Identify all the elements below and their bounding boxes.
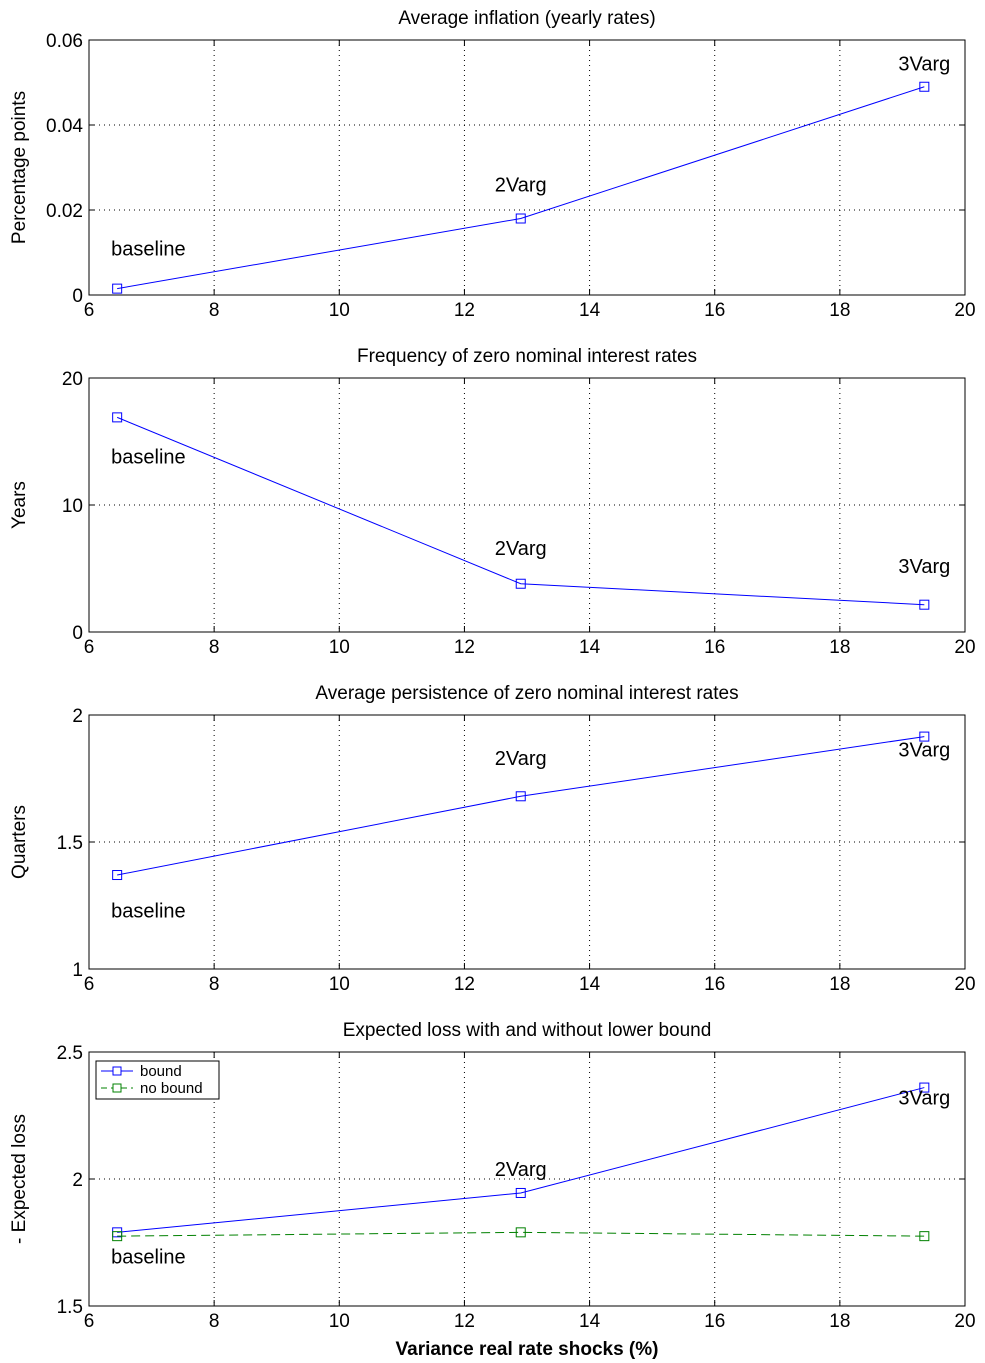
y-tick-label: 0: [72, 286, 83, 307]
x-tick-label: 12: [454, 300, 475, 321]
x-tick-label: 16: [704, 637, 725, 658]
axes-frame: [88, 377, 966, 633]
x-tick-label: 20: [954, 637, 975, 658]
y-tick-label: 2: [72, 706, 83, 727]
data-point-marker: [112, 283, 123, 294]
x-axis-label: Variance real rate shocks (%): [396, 1339, 659, 1360]
x-tick-label: 16: [704, 300, 725, 321]
legend-swatch-marker: [112, 1083, 122, 1093]
x-tick-label: 10: [329, 637, 350, 658]
subplot-4: 6 8 10 12 14 16 18 20 1.5 2 2.5 Expected loss with …: [9, 1020, 976, 1360]
y-tick-label: 1.5: [57, 833, 83, 854]
data-point-marker: [515, 578, 526, 589]
y-tick-label: 1.5: [57, 1297, 83, 1318]
subplot-3: 6 8 10 12 14 16 18 20 1 1.5 2 Average persistence o…: [9, 683, 976, 995]
series-line: [117, 736, 925, 876]
point-annotation: baseline: [111, 1246, 186, 1268]
point-annotation: 3Varg: [898, 53, 950, 75]
y-tick-label: 2.5: [57, 1043, 83, 1064]
series-line-bound: [117, 1087, 925, 1233]
x-tick-label: 8: [209, 1311, 220, 1332]
x-tick-label: 12: [454, 637, 475, 658]
x-tick-label: 12: [454, 974, 475, 995]
y-axis-label: Quarters: [9, 805, 30, 879]
series-line-no-bound: [117, 1231, 925, 1237]
x-tick-label: 14: [579, 1311, 601, 1332]
chart-title: Average persistence of zero nominal inte…: [315, 683, 738, 704]
point-annotation: 2Varg: [495, 748, 547, 770]
x-tick-label: 20: [954, 974, 975, 995]
series-line: [116, 416, 925, 606]
x-tick-label: 8: [209, 300, 220, 321]
point-annotation: baseline: [111, 447, 186, 469]
x-tick-label: 16: [704, 974, 725, 995]
x-tick-label: 10: [329, 300, 350, 321]
x-tick-label: 6: [84, 300, 95, 321]
y-tick-label: 0.06: [46, 31, 83, 52]
x-tick-label: 8: [209, 637, 220, 658]
x-tick-label: 6: [84, 1311, 95, 1332]
x-tick-label: 6: [84, 637, 95, 658]
series-line: [117, 86, 925, 290]
y-tick-label: 2: [72, 1170, 83, 1191]
data-point-marker: [919, 731, 930, 742]
chart-title: Expected loss with and without lower bou…: [343, 1020, 712, 1041]
y-tick-label: 0.02: [46, 201, 83, 222]
data-point-marker: [919, 1082, 930, 1093]
x-tick-label: 10: [329, 974, 350, 995]
point-annotation: 2Varg: [495, 1159, 547, 1181]
chart-title: Average inflation (yearly rates): [398, 8, 655, 29]
y-tick-label: 10: [62, 496, 83, 517]
chart-title: Frequency of zero nominal interest rates: [357, 346, 697, 367]
y-tick-label: 0: [72, 623, 83, 644]
x-tick-label: 14: [579, 637, 601, 658]
y-axis-label: Years: [9, 481, 30, 529]
data-point-marker: [112, 412, 123, 423]
point-annotation: 3Varg: [898, 556, 950, 578]
y-tick-label: 1: [72, 960, 83, 981]
data-point-marker: [515, 213, 526, 224]
x-tick-label: 16: [704, 1311, 725, 1332]
x-tick-label: 6: [84, 974, 95, 995]
data-point-marker: [919, 599, 930, 610]
data-point-marker: [112, 870, 123, 881]
data-point-marker: [919, 81, 930, 92]
point-annotation: 3Varg: [898, 739, 950, 761]
x-tick-label: 10: [329, 1311, 350, 1332]
x-tick-label: 18: [829, 637, 850, 658]
point-annotation: baseline: [111, 238, 186, 260]
y-tick-label: 0.04: [46, 116, 83, 137]
x-tick-label: 18: [829, 300, 850, 321]
x-tick-label: 20: [954, 300, 975, 321]
y-tick-label: 20: [62, 369, 83, 390]
data-point-marker: [112, 1231, 123, 1242]
x-tick-label: 14: [579, 300, 601, 321]
y-axis-label: Percentage points: [9, 91, 30, 244]
x-tick-label: 14: [579, 974, 601, 995]
point-annotation: 3Varg: [898, 1088, 950, 1110]
legend-entry: no bound: [140, 1080, 203, 1097]
point-annotation: baseline: [111, 901, 186, 923]
x-tick-label: 20: [954, 1311, 975, 1332]
x-tick-label: 8: [209, 974, 220, 995]
axes-frame: [88, 39, 966, 296]
legend-entry: bound: [140, 1063, 182, 1080]
x-tick-label: 18: [829, 974, 850, 995]
y-axis-label: - Expected loss: [9, 1114, 30, 1244]
data-point-marker: [919, 1231, 930, 1242]
point-annotation: 2Varg: [495, 538, 547, 560]
subplot-1: 6 8 10 12 14 16 18 20 0 0.02 0.04 0.06 Average infla…: [9, 8, 976, 321]
x-tick-label: 18: [829, 1311, 850, 1332]
x-tick-label: 12: [454, 1311, 475, 1332]
point-annotation: 2Varg: [495, 175, 547, 197]
data-point-marker: [515, 1227, 526, 1238]
legend-swatch-marker: [112, 1066, 122, 1076]
data-point-marker: [515, 1187, 526, 1198]
data-point-marker: [515, 791, 526, 802]
subplot-2: 6 8 10 12 14 16 18 20 0 10 20 Frequency of zero nom…: [9, 346, 976, 658]
